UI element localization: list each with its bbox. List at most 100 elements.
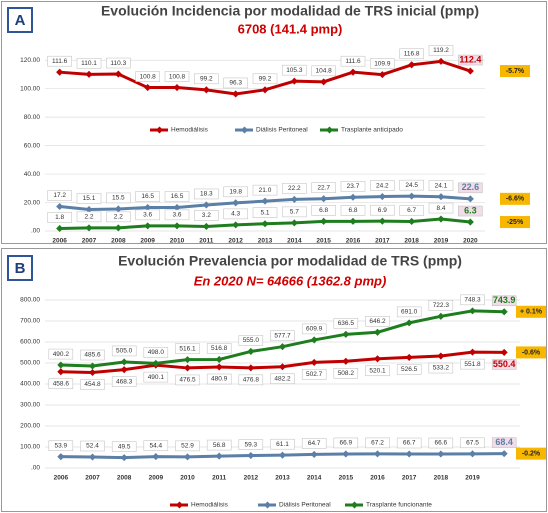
value-label: 526.5 (401, 366, 418, 373)
x-tick-label: 2012 (244, 475, 259, 482)
value-label-box (396, 364, 422, 375)
value-label-box (365, 365, 390, 377)
value-label-box (238, 335, 264, 346)
value-label-box (111, 376, 137, 387)
value-label-box (340, 205, 366, 216)
value-label-box (428, 45, 454, 56)
point-marker (437, 450, 445, 458)
value-label: 508.2 (338, 370, 355, 377)
value-label: 490.2 (53, 351, 70, 358)
point-marker (408, 61, 416, 69)
point-marker (261, 197, 269, 205)
point-marker (278, 451, 287, 459)
value-label-box (206, 439, 232, 451)
value-label-box (340, 55, 366, 67)
value-label: 53.9 (55, 442, 68, 449)
value-label-box (111, 441, 137, 452)
point-marker (247, 347, 255, 355)
value-label: 2.2 (84, 214, 93, 221)
legend-label: Trasplante anticipado (341, 127, 403, 134)
x-tick-label: 2008 (111, 238, 126, 245)
value-label: 22.7 (317, 184, 330, 191)
point-marker (183, 364, 192, 372)
point-marker (183, 453, 192, 461)
value-label: 19.8 (229, 189, 242, 196)
value-label-box (80, 379, 105, 390)
change-badge (500, 192, 530, 205)
value-label-box (48, 348, 74, 360)
point-marker (320, 195, 328, 203)
value-label-box (76, 193, 102, 204)
point-marker (247, 364, 255, 372)
x-tick-label: 2007 (85, 475, 100, 482)
point-marker (468, 450, 477, 458)
value-label: 111.6 (52, 58, 68, 65)
point-marker (120, 366, 128, 374)
value-label-box (194, 210, 219, 221)
value-label-box (428, 300, 454, 311)
legend-label: Hemodiálisis (191, 502, 229, 509)
value-label: 64.7 (308, 440, 321, 447)
y-tick-label: 100.00 (20, 85, 40, 92)
y-tick-label: 100.00 (20, 444, 40, 451)
value-label: 61.1 (276, 441, 289, 448)
value-label: 22.2 (288, 185, 301, 192)
point-marker (408, 217, 416, 226)
value-label-box (311, 205, 336, 216)
value-label: 16.5 (141, 193, 154, 200)
point-marker (120, 358, 128, 366)
value-label-box (333, 368, 359, 379)
legend-label: Diálisis Peritoneal (256, 127, 308, 134)
point-marker (278, 363, 287, 371)
point-marker (320, 78, 328, 86)
x-tick-label: 2013 (258, 238, 273, 245)
value-label-box (164, 209, 190, 221)
x-tick-label: 2018 (434, 475, 449, 482)
y-tick-label: 40.00 (24, 171, 41, 178)
point-marker (88, 362, 97, 370)
value-label: 100.8 (140, 73, 157, 80)
value-label: 24.1 (435, 182, 448, 189)
y-tick-label: 800.00 (20, 297, 40, 304)
point-marker (278, 343, 287, 351)
legend-marker (325, 126, 334, 134)
x-tick-label: 2011 (199, 238, 213, 245)
value-label-box (135, 209, 160, 221)
value-label: 480.9 (211, 376, 228, 383)
x-tick-label: 2013 (275, 475, 290, 482)
point-marker (310, 358, 318, 366)
y-tick-label: 200.00 (20, 423, 40, 430)
y-tick-label: 20.00 (24, 199, 41, 206)
x-tick-label: 2018 (404, 238, 419, 245)
x-tick-label: 2015 (339, 475, 354, 482)
value-label: 498.0 (148, 349, 165, 356)
change-badge-label: -5.7% (506, 68, 525, 75)
value-label: 476.5 (179, 377, 196, 384)
point-marker (232, 221, 240, 229)
value-label: 17.2 (53, 192, 66, 199)
point-marker (437, 215, 445, 223)
x-tick-label: 2009 (140, 238, 155, 245)
value-label-box (460, 437, 485, 449)
value-label-box (460, 358, 485, 370)
point-marker (342, 450, 350, 458)
y-tick-label: .00 (31, 228, 40, 235)
value-label: 1.8 (55, 214, 64, 221)
value-label: 59.3 (245, 441, 258, 448)
panel-letter-box (7, 255, 33, 281)
value-label: 104.8 (316, 68, 333, 75)
value-label: 99.2 (259, 76, 272, 83)
value-label: 68.4 (495, 437, 513, 447)
point-marker (144, 84, 152, 92)
value-label: 5.1 (260, 209, 269, 216)
y-tick-label: .00 (31, 465, 40, 472)
point-marker (232, 90, 240, 98)
value-label: 111.6 (345, 58, 361, 65)
point-marker (215, 363, 223, 371)
value-label: 24.2 (376, 182, 389, 189)
value-label: 646.2 (369, 318, 386, 325)
change-badge-label: + 0.1% (520, 309, 543, 316)
point-marker (114, 205, 122, 213)
change-badge (516, 346, 546, 359)
